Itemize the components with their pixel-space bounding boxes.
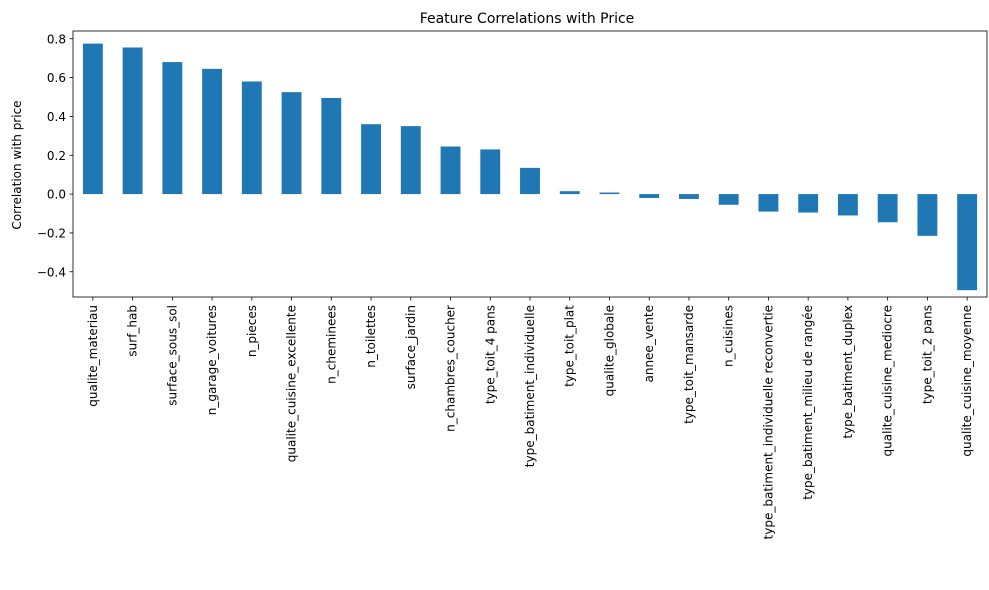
bar bbox=[877, 194, 898, 223]
x-tick-label: type_toit_2 pans bbox=[920, 305, 934, 404]
x-tick-label: type_batiment_duplex bbox=[841, 305, 855, 439]
bar bbox=[917, 194, 938, 236]
plot-area: −0.4 −0.2 0.0 0.2 0.4 0.6 0.8 qualite_materiau s… bbox=[37, 30, 988, 539]
y-axis-label: Correlation with price bbox=[10, 100, 24, 229]
y-tick-label: 0.0 bbox=[47, 188, 66, 202]
bar bbox=[480, 149, 501, 195]
bar bbox=[718, 194, 739, 205]
bar bbox=[559, 191, 580, 195]
x-tick-label: n_garage_voitures bbox=[205, 305, 219, 415]
x-tick-label: surface_jardin bbox=[404, 305, 418, 389]
bar bbox=[798, 194, 819, 213]
bar bbox=[321, 97, 342, 195]
x-tick-label: annee_vente bbox=[642, 305, 656, 383]
x-tick-label: type_batiment_individuelle reconvertie bbox=[761, 305, 775, 539]
y-tick-label: −0.4 bbox=[37, 265, 66, 279]
x-tick-label: qualite_cuisine_mediocre bbox=[881, 305, 895, 456]
bar bbox=[520, 167, 540, 195]
y-tick-label: −0.2 bbox=[37, 226, 66, 240]
bar bbox=[281, 92, 302, 195]
bar bbox=[679, 194, 699, 199]
bar bbox=[837, 194, 858, 216]
x-tick-label: type_batiment_milieu de rangée bbox=[801, 305, 815, 500]
bar bbox=[957, 194, 978, 291]
x-tick-label: type_toit_plat bbox=[563, 305, 577, 387]
bar bbox=[202, 68, 223, 195]
x-tick-label: surface_sous_sol bbox=[165, 305, 179, 406]
x-tick-label: n_pieces bbox=[245, 305, 259, 357]
x-tick-label: qualite_cuisine_excellente bbox=[285, 305, 299, 462]
bar bbox=[82, 43, 103, 195]
bar bbox=[162, 62, 183, 195]
x-tick-label: qualite_materiau bbox=[86, 305, 100, 407]
x-tick-label: n_chambres_coucher bbox=[444, 305, 458, 432]
x-tick-label: n_cheminees bbox=[324, 305, 338, 384]
y-tick-label: 0.2 bbox=[47, 149, 66, 163]
bar bbox=[122, 47, 143, 195]
bar bbox=[440, 146, 461, 195]
bar bbox=[241, 81, 262, 195]
x-tick-label: surf_hab bbox=[126, 305, 140, 357]
x-tick-label: n_toilettes bbox=[364, 305, 378, 368]
bar bbox=[599, 192, 620, 195]
x-tick-label: n_cuisines bbox=[722, 305, 736, 367]
bar bbox=[758, 194, 779, 212]
y-tick-label: 0.8 bbox=[47, 32, 66, 46]
bar bbox=[639, 194, 660, 198]
y-tick-label: 0.4 bbox=[47, 110, 66, 124]
x-tick-label: type_toit_4 pans bbox=[483, 305, 497, 404]
bar bbox=[400, 126, 421, 195]
x-tick-label: type_batiment_individuelle bbox=[523, 305, 537, 467]
bar bbox=[361, 124, 381, 195]
chart-title: Feature Correlations with Price bbox=[420, 11, 635, 27]
y-tick-label: 0.6 bbox=[47, 71, 66, 85]
x-tick-label: qualite_globale bbox=[602, 305, 616, 396]
x-tick-label: qualite_cuisine_moyenne bbox=[960, 305, 974, 457]
x-tick-label: type_toit_mansarde bbox=[682, 305, 696, 424]
